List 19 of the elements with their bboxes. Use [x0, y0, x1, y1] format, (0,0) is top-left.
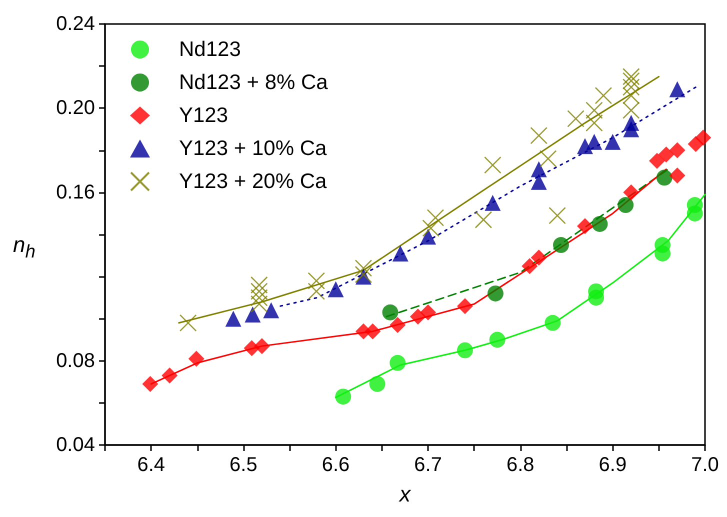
legend-label: Nd123: [179, 38, 241, 61]
x-tick-label: 6.4: [137, 454, 166, 476]
y-tick-label: 0.08: [56, 350, 95, 372]
x-tick-label: 7.0: [691, 454, 719, 476]
y-tick-label: 0.04: [56, 434, 95, 456]
x-tick-label: 6.7: [414, 454, 442, 476]
legend-label: Y123: [179, 104, 228, 127]
y-tick-label: 0.16: [56, 181, 95, 204]
legend-label: Nd123 + 8% Ca: [179, 71, 328, 94]
x-tick-label: 6.8: [506, 454, 534, 476]
x-tick-label: 6.6: [322, 454, 350, 476]
y-axis-title: n$_{h}$: [13, 232, 36, 262]
x-tick-label: 6.5: [230, 454, 258, 476]
y-tick-label: 0.20: [56, 97, 95, 120]
legend-label: Y123 + 20% Ca: [179, 170, 328, 193]
x-axis-title: x: [398, 482, 412, 506]
y-tick-label: 0.24: [56, 13, 95, 35]
x-tick-label: 6.9: [598, 454, 627, 476]
legend-label: Y123 + 10% Ca: [179, 137, 328, 160]
